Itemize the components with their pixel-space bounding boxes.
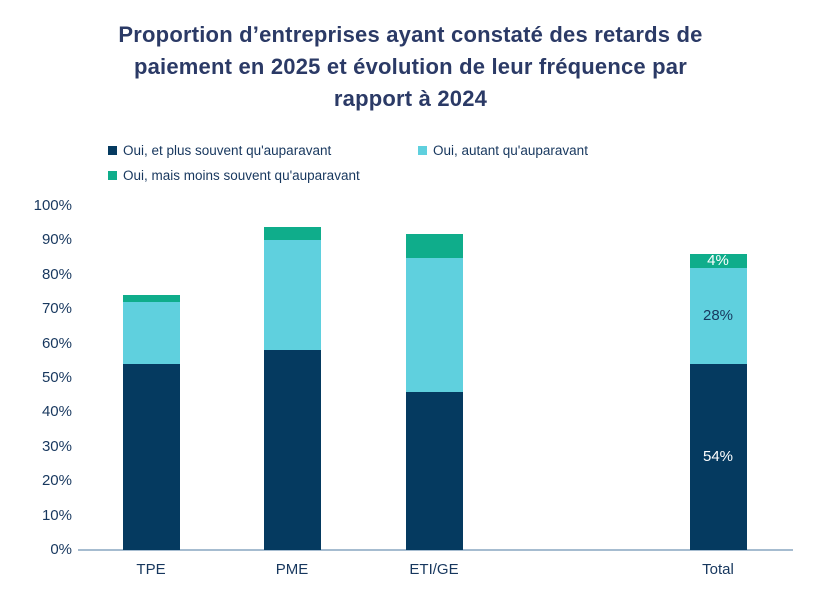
- chart-title-line: Proportion d’entreprises ayant constaté …: [118, 22, 703, 47]
- bar-segment-eti-ge-s1: [405, 257, 463, 392]
- data-label: 28%: [702, 307, 734, 325]
- x-axis-label-pme: PME: [275, 561, 309, 578]
- chart-title-line: paiement en 2025 et évolution de leur fr…: [133, 54, 688, 79]
- bar-segment-eti-ge-s2: [405, 233, 463, 258]
- y-axis-tick-label: 60%: [41, 334, 72, 352]
- bar-segment-pme-s0: [263, 350, 321, 550]
- bar-segment-tpe-s1: [122, 302, 180, 365]
- legend-swatch-dark-blue: [108, 146, 117, 155]
- y-axis-tick-label: 30%: [41, 437, 72, 455]
- legend-label: Oui, autant qu'auparavant: [433, 143, 588, 158]
- x-axis-label-eti-ge: ETI/GE: [409, 561, 459, 578]
- x-axis-label-total: Total: [702, 561, 734, 578]
- data-label: 54%: [702, 448, 734, 466]
- legend-swatch-green: [108, 171, 117, 180]
- chart-title-line: rapport à 2024: [333, 86, 488, 111]
- x-axis-label-tpe: TPE: [136, 561, 166, 578]
- legend-label: Oui, et plus souvent qu'auparavant: [123, 143, 332, 158]
- data-label: 4%: [707, 252, 729, 270]
- chart-title: Proportion d’entreprises ayant constaté …: [0, 19, 821, 115]
- y-axis-tick-label: 70%: [41, 300, 72, 318]
- y-axis-tick-label: 100%: [33, 197, 72, 214]
- y-axis-tick-label: 0%: [50, 541, 72, 558]
- bar-segment-pme-s1: [263, 240, 321, 351]
- bar-segment-tpe-s0: [122, 364, 180, 550]
- bar-segment-tpe-s2: [122, 295, 180, 303]
- bar-segment-total-s2: 4%: [689, 252, 747, 270]
- y-axis-tick-label: 10%: [41, 506, 72, 524]
- bar-segment-total-s0: 54%: [689, 364, 747, 550]
- bar-segment-total-s1: 28%: [689, 267, 747, 365]
- y-axis-tick-label: 90%: [41, 231, 72, 249]
- x-axis-line: [78, 549, 793, 551]
- y-axis-tick-label: 20%: [41, 472, 72, 490]
- legend-item-autant: Oui, autant qu'auparavant: [418, 142, 588, 159]
- bar-segment-pme-s2: [263, 226, 321, 241]
- legend-swatch-light-blue: [418, 146, 427, 155]
- legend-label: Oui, mais moins souvent qu'auparavant: [123, 168, 360, 183]
- y-axis-tick-label: 40%: [41, 403, 72, 421]
- legend-item-plus-souvent: Oui, et plus souvent qu'auparavant: [108, 142, 331, 159]
- y-axis-tick-label: 80%: [41, 265, 72, 283]
- y-axis-tick-label: 50%: [41, 369, 72, 386]
- legend-item-moins-souvent: Oui, mais moins souvent qu'auparavant: [108, 167, 360, 184]
- bar-segment-eti-ge-s0: [405, 391, 463, 550]
